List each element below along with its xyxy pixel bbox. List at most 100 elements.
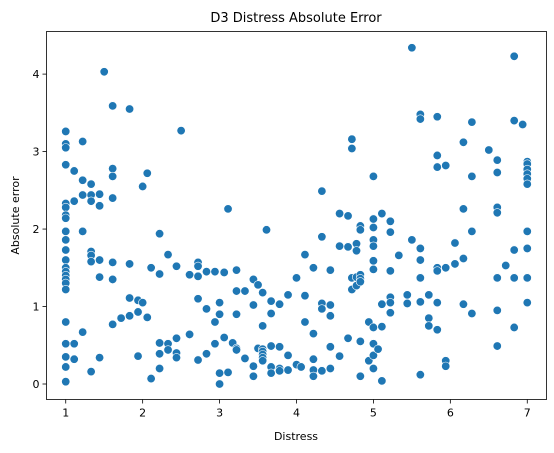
data-point [266, 296, 276, 306]
data-point [317, 232, 327, 242]
data-point [415, 114, 425, 124]
data-point [78, 137, 88, 147]
data-point [458, 204, 468, 214]
data-point [61, 352, 71, 362]
data-point [86, 367, 96, 377]
data-point [450, 259, 460, 269]
data-point [308, 329, 318, 339]
y-axis-label: Absolute error [9, 176, 22, 255]
data-point [355, 336, 365, 346]
data-point [325, 265, 335, 275]
data-point [467, 308, 477, 318]
data-point [368, 264, 378, 274]
data-point [441, 161, 451, 171]
data-point [343, 333, 353, 343]
data-point [275, 342, 285, 352]
data-point [407, 43, 417, 53]
data-point [432, 266, 442, 276]
data-point [108, 171, 118, 181]
data-point [377, 322, 387, 332]
data-point [308, 263, 318, 273]
data-point [202, 349, 212, 359]
data-point [343, 242, 353, 252]
data-point [163, 345, 173, 355]
data-point [415, 370, 425, 380]
data-point [78, 175, 88, 185]
data-point [155, 349, 165, 359]
data-point [385, 266, 395, 276]
y-tick-label: 4 [33, 68, 40, 81]
data-point [385, 308, 395, 318]
data-point [347, 143, 357, 153]
data-point [185, 329, 195, 339]
data-point [368, 223, 378, 233]
data-point [108, 274, 118, 284]
data-point [69, 166, 79, 176]
data-point [223, 367, 233, 377]
y-tick-label: 0 [33, 378, 40, 391]
data-point [432, 162, 442, 172]
data-point [248, 300, 258, 310]
data-point [155, 338, 165, 348]
data-point [368, 350, 378, 360]
data-point [95, 272, 105, 282]
data-point [296, 362, 306, 372]
data-point [61, 362, 71, 372]
data-point [368, 364, 378, 374]
data-point [232, 286, 242, 296]
data-point [193, 355, 203, 365]
data-point [300, 291, 310, 301]
data-point [325, 342, 335, 352]
data-point [355, 277, 365, 287]
data-point [210, 267, 220, 277]
x-tick-label: 2 [139, 407, 146, 420]
data-point [86, 257, 96, 267]
data-point [172, 261, 182, 271]
data-point [138, 298, 148, 308]
data-point [343, 211, 353, 221]
data-point [492, 208, 502, 218]
data-point [172, 333, 182, 343]
data-point [308, 354, 318, 364]
data-point [415, 273, 425, 283]
data-point [108, 101, 118, 111]
data-point [415, 297, 425, 307]
data-point [78, 190, 88, 200]
data-point [193, 294, 203, 304]
data-point [368, 171, 378, 181]
data-point [373, 344, 383, 354]
data-point [325, 300, 335, 310]
data-point [108, 164, 118, 174]
data-point [138, 181, 148, 191]
data-point [142, 168, 152, 178]
data-point [253, 280, 263, 290]
data-point [492, 341, 502, 351]
data-point [155, 364, 165, 374]
data-point [61, 235, 71, 245]
data-point [394, 250, 404, 260]
data-point [317, 186, 327, 196]
data-point [69, 339, 79, 349]
data-point [61, 245, 71, 255]
data-point [155, 269, 165, 279]
data-point [450, 238, 460, 248]
data-point [492, 273, 502, 283]
data-point [95, 189, 105, 199]
data-point [78, 226, 88, 236]
data-point [377, 376, 387, 386]
data-point [275, 366, 285, 376]
data-point [368, 214, 378, 224]
data-point [432, 325, 442, 335]
data-point [61, 143, 71, 153]
data-point [317, 304, 327, 314]
data-point [125, 104, 135, 114]
data-point [248, 361, 258, 371]
data-point [355, 225, 365, 235]
data-point [95, 201, 105, 211]
data-point [467, 117, 477, 127]
data-point [441, 263, 451, 273]
data-point [492, 168, 502, 178]
data-point [61, 377, 71, 387]
data-point [61, 317, 71, 327]
chart-title: D3 Distress Absolute Error [210, 11, 382, 26]
